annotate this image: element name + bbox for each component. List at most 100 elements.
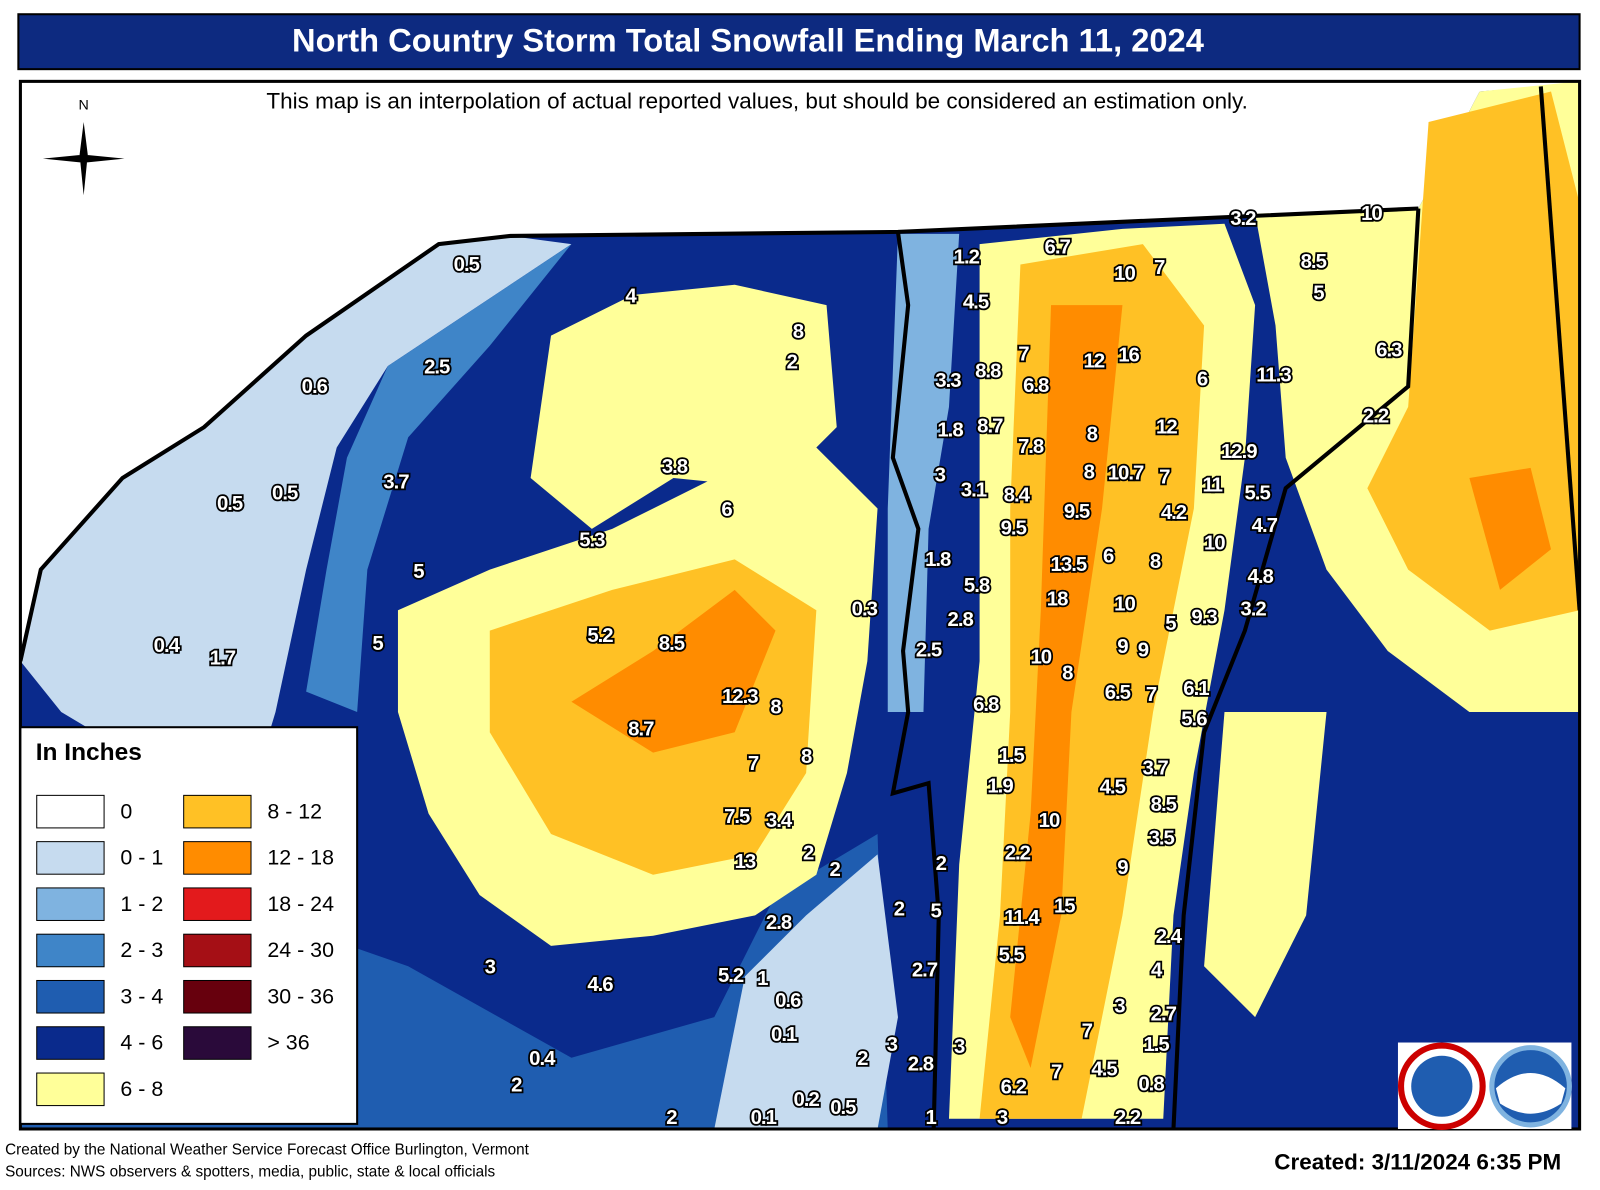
snowfall-value: 0.1 bbox=[771, 1024, 797, 1046]
snowfall-value: 1 bbox=[757, 968, 768, 990]
legend-title: In Inches bbox=[36, 739, 142, 766]
snowfall-value: 0.8 bbox=[1138, 1074, 1164, 1096]
snowfall-value: 0.5 bbox=[272, 483, 298, 505]
snowfall-value: 9 bbox=[1117, 857, 1128, 879]
snowfall-value: 10 bbox=[1204, 533, 1225, 555]
snowfall-value: 9.3 bbox=[1191, 607, 1217, 629]
snowfall-value: 2.5 bbox=[916, 639, 942, 661]
snowfall-value: 2.8 bbox=[908, 1053, 934, 1075]
snowfall-value: 12.3 bbox=[722, 686, 758, 708]
legend: In Inches 0 0 - 1 1 - 2 2 - 3 3 - 4 4 - 6 6 - … bbox=[19, 726, 359, 1125]
legend-swatch bbox=[36, 979, 105, 1014]
footer-created: Created: 3/11/2024 6:35 PM bbox=[1274, 1150, 1561, 1175]
snowfall-value: 8 bbox=[1062, 663, 1073, 685]
border bbox=[20, 206, 1419, 662]
snowfall-value: 8 bbox=[1084, 461, 1095, 483]
snowfall-value: 2 bbox=[857, 1048, 868, 1070]
snowfall-value: 4.5 bbox=[1100, 777, 1126, 799]
snowfall-value: 3 bbox=[935, 464, 946, 486]
snowfall-value: 8.7 bbox=[628, 719, 654, 741]
snowfall-value: 0.5 bbox=[830, 1097, 856, 1119]
state-line-ny-vt bbox=[890, 231, 941, 1129]
snowfall-value: 4.8 bbox=[1248, 566, 1274, 588]
snowfall-value: 9.5 bbox=[1064, 501, 1090, 523]
snowfall-value: 3.4 bbox=[766, 810, 793, 832]
map-note: This map is an interpolation of actual r… bbox=[266, 89, 1247, 114]
snowfall-value: 4.5 bbox=[1091, 1058, 1117, 1080]
title-bar bbox=[17, 13, 1581, 71]
legend-label: 1 - 2 bbox=[120, 892, 163, 916]
snowfall-value: 15 bbox=[1054, 896, 1075, 918]
map-labels: 0.5 4 8 2 2.5 0.6 3.7 0.5 0.5 3.8 6 5.3 5 5 0.4 1.7 5.2 8… bbox=[152, 201, 1405, 1129]
snowfall-value: 3.2 bbox=[1230, 208, 1256, 230]
snowfall-value: 2 bbox=[787, 351, 798, 373]
snowfall-value: 10 bbox=[1114, 594, 1135, 616]
snowfall-value: 5.5 bbox=[1244, 483, 1270, 505]
snowfall-value: 6 bbox=[1103, 546, 1114, 568]
snowfall-value: 11.3 bbox=[1256, 365, 1291, 387]
legend-label: 4 - 6 bbox=[120, 1031, 163, 1055]
snowfall-value: 7 bbox=[1051, 1061, 1062, 1083]
snowfall-value: 4.7 bbox=[1252, 515, 1278, 537]
snowfall-value: 3 bbox=[485, 957, 496, 979]
snowfall-value: 3 bbox=[887, 1034, 898, 1056]
snowfall-value: 2 bbox=[936, 853, 947, 875]
snowfall-value: 0.6 bbox=[775, 990, 801, 1012]
snowfall-value: 0.3 bbox=[852, 599, 878, 621]
compass-north: N bbox=[79, 98, 89, 114]
snowfall-value: 3.1 bbox=[961, 480, 987, 502]
snowfall-value: 18 bbox=[1047, 588, 1068, 610]
snowfall-value: 5 bbox=[413, 561, 424, 583]
snowfall-value: 5 bbox=[931, 901, 942, 923]
region-12-18-nh bbox=[1469, 467, 1552, 590]
snowfall-value: 2.4 bbox=[1156, 926, 1183, 948]
snowfall-value: 5 bbox=[1313, 282, 1324, 304]
legend-label: 0 bbox=[120, 799, 132, 823]
snowfall-value: 4 bbox=[625, 285, 637, 307]
snowfall-value: 3.5 bbox=[1149, 827, 1175, 849]
snowfall-value: 0.6 bbox=[302, 376, 328, 398]
snowfall-value: 2.8 bbox=[948, 609, 974, 631]
snowfall-value: 7 bbox=[1146, 684, 1157, 706]
snowfall-value: 2 bbox=[511, 1075, 522, 1097]
legend-swatch bbox=[36, 794, 105, 829]
map-title: North Country Storm Total Snowfall Endin… bbox=[292, 21, 1204, 58]
snowfall-value: 8 bbox=[770, 696, 781, 718]
snowfall-value: 5 bbox=[372, 633, 383, 655]
snowfall-value: 6 bbox=[721, 499, 732, 521]
snowfall-value: 1.7 bbox=[210, 647, 236, 669]
snowfall-value: 8 bbox=[801, 746, 812, 768]
snowfall-value: 6.7 bbox=[1044, 237, 1070, 259]
legend-label: 24 - 30 bbox=[267, 938, 334, 962]
legend-swatch bbox=[36, 1026, 105, 1060]
snowfall-value: 11.4 bbox=[1004, 907, 1040, 929]
snowfall-value: 7.8 bbox=[1018, 436, 1044, 458]
snowfall-value: 6.3 bbox=[1376, 339, 1402, 361]
snowfall-value: 5.2 bbox=[718, 965, 744, 987]
snowfall-value: 3.7 bbox=[383, 472, 409, 494]
snowfall-value: 7 bbox=[1159, 466, 1170, 488]
legend-label: 2 - 3 bbox=[120, 938, 163, 962]
snowfall-value: 6.2 bbox=[1001, 1077, 1027, 1099]
footer-sources: Sources: NWS observers & spotters, media… bbox=[5, 1164, 495, 1181]
footer-credit: Created by the National Weather Service … bbox=[5, 1141, 530, 1158]
region-6-8-nh-south bbox=[1204, 711, 1327, 1018]
snowfall-value: 1.5 bbox=[1143, 1034, 1169, 1056]
snowfall-value: 0.5 bbox=[217, 493, 243, 515]
snowfall-value: 1.8 bbox=[925, 549, 951, 571]
snowfall-value: 4.5 bbox=[963, 291, 989, 313]
snowfall-value: 7 bbox=[748, 753, 759, 775]
snowfall-value: 0.1 bbox=[751, 1107, 777, 1129]
snowfall-value: 7 bbox=[1018, 343, 1029, 365]
snowfall-value: 3.3 bbox=[935, 370, 961, 392]
legend-swatch bbox=[183, 979, 252, 1014]
snowfall-value: 2.2 bbox=[1115, 1107, 1141, 1129]
snowfall-value: 8.7 bbox=[977, 416, 1003, 438]
snowfall-value: 7.5 bbox=[724, 806, 750, 828]
snowfall-value: 6.8 bbox=[1023, 375, 1049, 397]
legend-swatch bbox=[36, 933, 105, 968]
snowfall-value: 6.8 bbox=[973, 694, 999, 716]
snowfall-value: 13 bbox=[735, 851, 756, 873]
